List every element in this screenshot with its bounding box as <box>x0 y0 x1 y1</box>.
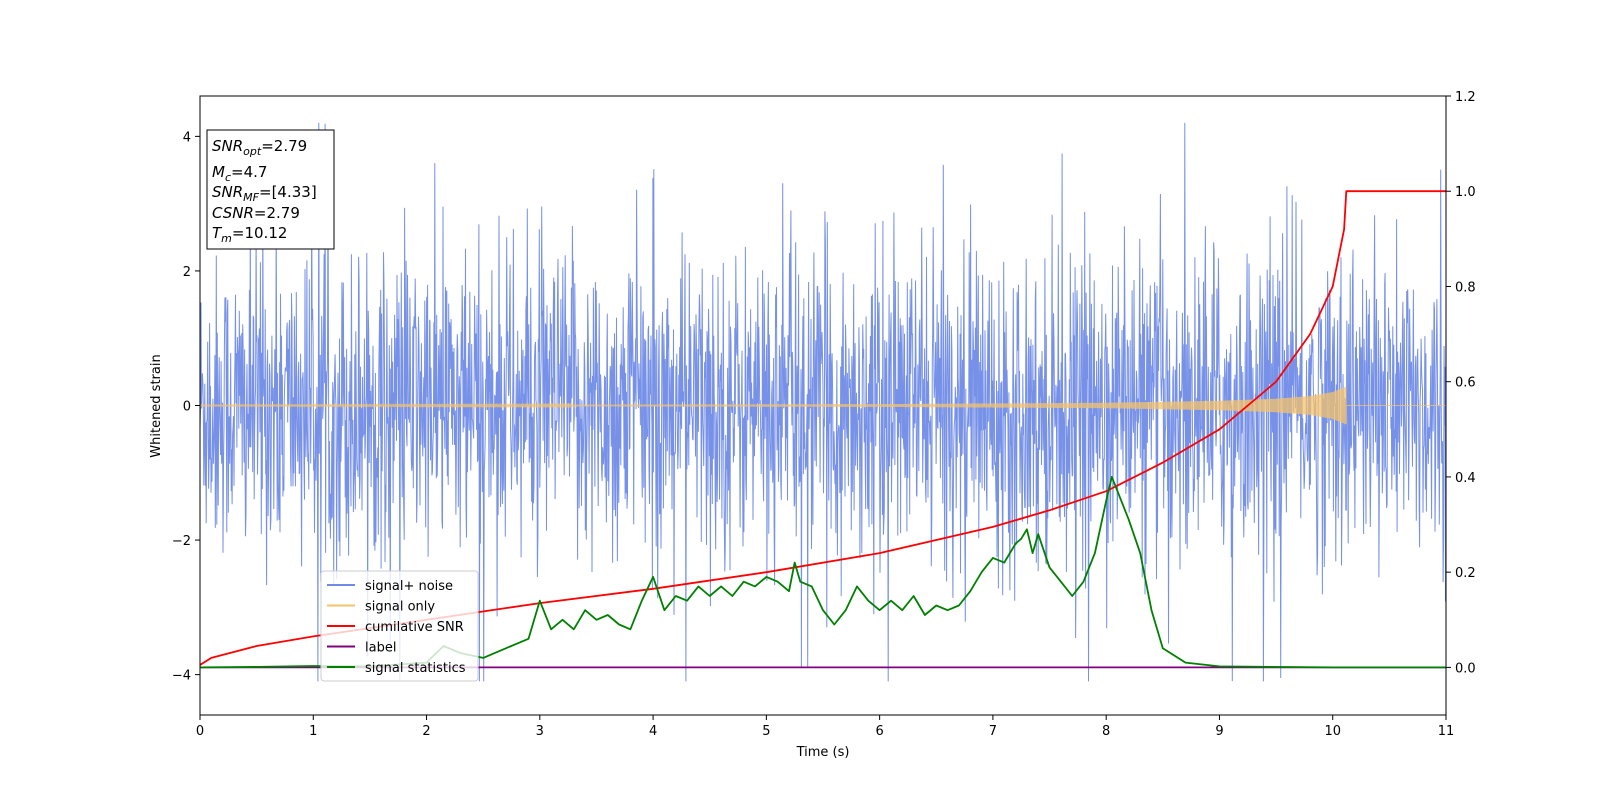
legend-label: signal statistics <box>365 661 466 676</box>
info-tm: Tm=10.12 <box>212 224 287 245</box>
x-tick-label: 10 <box>1324 724 1341 739</box>
series-signal-only-line <box>200 386 1446 425</box>
y-tick-label-right: 0.8 <box>1455 280 1476 295</box>
x-tick-label: 7 <box>989 724 997 739</box>
y-tick-label-right: 0.2 <box>1455 566 1476 581</box>
x-axis: 0 1 2 3 4 5 6 7 8 9 10 11 <box>196 715 1454 739</box>
x-tick-label: 11 <box>1438 724 1455 739</box>
series-signal-noise-line <box>200 122 1446 682</box>
y-tick-label-left: 2 <box>183 265 191 280</box>
x-tick-label: 8 <box>1102 724 1110 739</box>
info-box: SNRopt=2.79 Mc=4.7 SNRMF=[4.33] CSNR=2.7… <box>206 129 335 250</box>
y-tick-label-right: 1.2 <box>1455 90 1476 105</box>
info-snr-opt: SNRopt=2.79 <box>212 137 307 158</box>
x-tick-label: 5 <box>762 724 770 739</box>
legend-label: label <box>365 641 396 656</box>
x-tick-label: 6 <box>875 724 883 739</box>
info-box-frame <box>206 129 335 250</box>
x-tick-label: 1 <box>309 724 317 739</box>
y-axis-right: 1.2 1.0 0.8 0.6 0.4 0.2 0.0 <box>1446 90 1476 676</box>
y-tick-label-right: 0.6 <box>1455 376 1476 391</box>
x-tick-label: 0 <box>196 724 204 739</box>
y-tick-label-left: 0 <box>183 400 191 415</box>
y-axis-label-left: Whitened strain <box>149 354 164 457</box>
series-signal-statistics-line <box>200 476 1446 669</box>
x-tick-label: 3 <box>536 724 544 739</box>
y-axis-left: 4 2 0 −2 −4 <box>172 130 200 684</box>
legend-label: signal+ noise <box>365 579 453 594</box>
y-tick-label-left: −4 <box>172 669 191 684</box>
y-tick-label-right: 1.0 <box>1455 185 1476 200</box>
x-axis-label: Time (s) <box>796 745 850 760</box>
info-csnr: CSNR=2.79 <box>212 204 300 222</box>
legend-label: signal only <box>365 600 435 615</box>
legend-frame <box>320 570 479 682</box>
y-tick-label-left: 4 <box>183 130 191 145</box>
info-mc: Mc=4.7 <box>212 163 267 184</box>
x-tick-label: 4 <box>649 724 657 739</box>
x-tick-label: 9 <box>1215 724 1223 739</box>
info-snr-mf: SNRMF=[4.33] <box>212 183 317 204</box>
x-tick-label: 2 <box>422 724 430 739</box>
y-tick-label-left: −2 <box>172 534 191 549</box>
y-tick-label-right: 0.0 <box>1455 661 1476 676</box>
legend: signal+ noise signal only cumilative SNR la… <box>320 570 479 682</box>
legend-label: cumilative SNR <box>365 620 464 635</box>
y-tick-label-right: 0.4 <box>1455 471 1476 486</box>
